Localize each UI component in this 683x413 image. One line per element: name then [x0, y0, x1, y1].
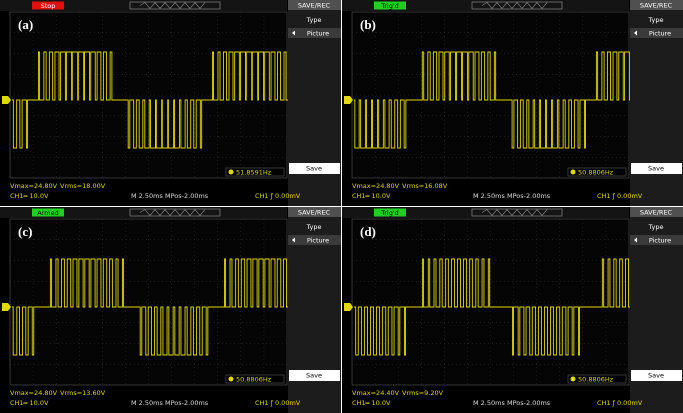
vmax-readout: Vmax=24.80V [352, 182, 400, 190]
menu-title: SAVE/REC [298, 209, 331, 217]
oscilloscope-figure: Stop (a) 51.8591Hz SAVE/REC Type Picture Save V… [0, 0, 683, 413]
trigger-readout: CH1 ƒ 0.00mV [597, 399, 643, 407]
trigger-readout: CH1 ƒ 0.00mV [255, 192, 301, 200]
menu-type: Type [306, 16, 322, 24]
panel-label: (c) [18, 224, 32, 239]
menu-option: Picture [649, 30, 671, 38]
timebase: M 2.50ms [131, 399, 163, 407]
save-label[interactable]: Save [648, 372, 664, 380]
vmax-readout: Vmax=24.40V [352, 389, 400, 397]
menu-option: Picture [307, 30, 329, 38]
frequency-icon [571, 170, 576, 175]
scope-panel: Stop (a) 51.8591Hz SAVE/REC Type Picture Save V… [0, 0, 341, 206]
vrms-readout: Vrms=13.60V [60, 389, 106, 397]
vrms-readout: Vrms=18.00V [60, 182, 106, 190]
save-label[interactable]: Save [648, 165, 664, 173]
panel-label: (b) [360, 17, 376, 32]
menu-title: SAVE/REC [298, 2, 331, 10]
trigger-readout: CH1 ƒ 0.00mV [597, 192, 643, 200]
timebase: M 2.50ms [131, 192, 163, 200]
menu-option: Picture [307, 237, 329, 245]
mpos: MPos-2.00ms [507, 192, 551, 200]
ch1-scale: CH1═ 10.0V [10, 399, 49, 407]
menu-title: SAVE/REC [640, 2, 673, 10]
menu-type: Type [648, 223, 664, 231]
frequency-value: 51.8591Hz [236, 169, 272, 177]
scope-panel: Trig'd (b) 50.8806Hz SAVE/REC Type Picture Sav… [342, 0, 683, 206]
save-label[interactable]: Save [306, 372, 322, 380]
ch1-scale: CH1═ 10.0V [10, 192, 49, 200]
status-text: Armed [37, 209, 58, 217]
menu-type: Type [648, 16, 664, 24]
vrms-readout: Vrms=9.20V [402, 389, 444, 397]
save-label[interactable]: Save [306, 165, 322, 173]
status-text: Trig'd [380, 2, 399, 10]
mpos: MPos-2.00ms [165, 399, 209, 407]
vrms-readout: Vrms=16.08V [402, 182, 448, 190]
menu-title: SAVE/REC [640, 209, 673, 217]
vmax-readout: Vmax=24.80V [10, 182, 58, 190]
scope-panel: Armed (c) 50.8806Hz SAVE/REC Type Picture Save… [0, 207, 341, 413]
vmax-readout: Vmax=24.80V [10, 389, 58, 397]
ch1-scale: CH1═ 10.0V [352, 192, 391, 200]
frequency-value: 50.8806Hz [236, 376, 272, 384]
status-text: Trig'd [380, 209, 399, 217]
frequency-icon [571, 377, 576, 382]
mpos: MPos-2.00ms [507, 399, 551, 407]
panel-label: (a) [18, 17, 33, 32]
status-text: Stop [41, 2, 56, 10]
menu-option: Picture [649, 237, 671, 245]
timebase: M 2.50ms [473, 399, 505, 407]
frequency-value: 50.8806Hz [578, 376, 614, 384]
menu-type: Type [306, 223, 322, 231]
panel-label: (d) [360, 224, 376, 239]
frequency-icon [229, 377, 234, 382]
frequency-value: 50.8806Hz [578, 169, 614, 177]
mpos: MPos-2.00ms [165, 192, 209, 200]
ch1-scale: CH1═ 10.0V [352, 399, 391, 407]
frequency-icon [229, 170, 234, 175]
trigger-readout: CH1 ƒ 0.00mV [255, 399, 301, 407]
scope-panel: Trig'd (d) 50.8806Hz SAVE/REC Type Picture Sav… [342, 207, 683, 413]
timebase: M 2.50ms [473, 192, 505, 200]
